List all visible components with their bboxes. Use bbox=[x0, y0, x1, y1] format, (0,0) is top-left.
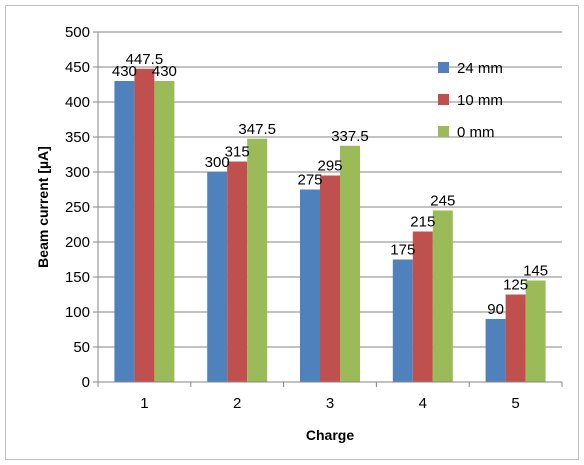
legend-swatch bbox=[438, 62, 449, 73]
data-label: 125 bbox=[503, 277, 528, 294]
y-tick-label: 250 bbox=[65, 199, 90, 216]
x-tick-label: 1 bbox=[140, 395, 148, 412]
y-tick-label: 150 bbox=[65, 269, 90, 286]
bar bbox=[340, 145, 360, 382]
legend-label: 0 mm bbox=[457, 124, 495, 141]
legend: 24 mm 10 mm 0 mm bbox=[438, 60, 503, 141]
legend-label: 10 mm bbox=[457, 92, 503, 109]
y-tick-label: 300 bbox=[65, 164, 90, 181]
bar bbox=[114, 81, 135, 382]
data-label: 347.5 bbox=[238, 121, 276, 138]
bar bbox=[154, 81, 175, 382]
y-tick-label: 400 bbox=[65, 94, 90, 111]
y-tick-label: 350 bbox=[65, 129, 90, 146]
x-tick-label: 5 bbox=[511, 395, 519, 412]
data-label: 175 bbox=[390, 242, 415, 259]
bar bbox=[134, 68, 155, 382]
y-tick-label: 200 bbox=[65, 234, 90, 251]
y-tick-label: 0 bbox=[82, 374, 90, 391]
axes bbox=[93, 31, 563, 387]
data-label: 215 bbox=[410, 214, 435, 231]
data-label: 145 bbox=[523, 263, 548, 280]
tick-labels: 0 50 100 150 200 250 300 350 400 450 500 1 2 3 4 5 bbox=[65, 24, 520, 412]
y-tick-label: 500 bbox=[65, 24, 90, 41]
bar bbox=[300, 189, 320, 382]
bar bbox=[207, 172, 228, 382]
y-tick-label: 100 bbox=[65, 304, 90, 321]
legend-label: 24 mm bbox=[457, 60, 503, 77]
bar bbox=[392, 259, 413, 382]
bars bbox=[114, 68, 546, 382]
data-label: 447.5 bbox=[126, 51, 164, 68]
data-label: 295 bbox=[317, 158, 342, 175]
x-tick-label: 4 bbox=[419, 395, 427, 412]
y-axis-title: Beam current [µA] bbox=[35, 146, 51, 268]
bar bbox=[485, 319, 506, 382]
data-label: 337.5 bbox=[331, 128, 369, 145]
bar bbox=[227, 161, 248, 382]
bar bbox=[505, 294, 526, 382]
data-label: 90 bbox=[487, 301, 504, 318]
legend-swatch bbox=[438, 94, 449, 105]
bar bbox=[247, 138, 268, 382]
data-label: 430 bbox=[112, 63, 137, 80]
x-tick-label: 3 bbox=[326, 395, 334, 412]
y-tick-label: 50 bbox=[73, 339, 90, 356]
data-label: 430 bbox=[152, 63, 177, 80]
data-label: 300 bbox=[205, 154, 230, 171]
bar bbox=[432, 210, 453, 382]
x-tick-label: 2 bbox=[233, 395, 241, 412]
bar bbox=[525, 280, 546, 382]
bar bbox=[412, 231, 433, 382]
data-label: 315 bbox=[225, 144, 250, 161]
data-label: 275 bbox=[297, 172, 322, 189]
data-label: 245 bbox=[430, 193, 455, 210]
y-tick-label: 450 bbox=[65, 59, 90, 76]
chart-frame bbox=[5, 5, 579, 460]
bar bbox=[320, 175, 340, 382]
gridlines bbox=[98, 31, 562, 348]
legend-swatch bbox=[438, 126, 449, 137]
x-axis-title: Charge bbox=[306, 427, 354, 443]
